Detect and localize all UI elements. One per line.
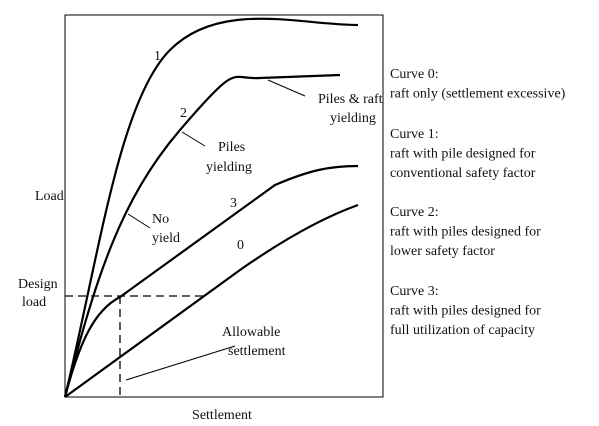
legend-title: Curve 0:	[390, 67, 439, 82]
legend-title: Curve 2:	[390, 205, 439, 220]
leader	[125, 345, 236, 381]
curve-1	[63, 17, 359, 398]
curve-label: 2	[180, 106, 187, 121]
annotation: Piles	[218, 140, 245, 155]
leader	[127, 213, 151, 229]
curve-2	[63, 73, 341, 398]
legend-title: Curve 1:	[390, 127, 439, 142]
legend-text: full utilization of capacity	[390, 323, 535, 338]
annotation: Piles & raft	[318, 92, 383, 107]
annotation: yield	[152, 231, 180, 246]
annotation: settlement	[228, 344, 286, 359]
x-label: Settlement	[192, 408, 252, 423]
design-load: load	[22, 295, 46, 310]
legend: Curve 0: raft only (settlement excessive)…	[390, 67, 566, 338]
curve-label: 1	[154, 49, 161, 64]
annotation: yielding	[330, 111, 376, 126]
y-label: Load	[35, 189, 64, 204]
legend-title: Curve 3:	[390, 284, 439, 299]
annotation: yielding	[206, 160, 252, 175]
curve-label: 3	[230, 196, 237, 211]
leader	[181, 131, 206, 147]
curve-0	[64, 203, 359, 398]
leader	[267, 79, 306, 97]
annotation: No	[152, 212, 169, 227]
legend-text: lower safety factor	[390, 244, 495, 259]
design-load: Design	[18, 277, 58, 292]
legend-text: raft with piles designed for	[390, 304, 541, 319]
legend-text: raft only (settlement excessive)	[390, 87, 566, 102]
annotation: Allowable	[222, 325, 280, 340]
curve-label: 0	[237, 238, 244, 253]
legend-text: conventional safety factor	[390, 166, 536, 181]
plot-frame	[64, 14, 384, 398]
legend-text: raft with piles designed for	[390, 225, 541, 240]
legend-text: raft with pile designed for	[390, 147, 536, 162]
